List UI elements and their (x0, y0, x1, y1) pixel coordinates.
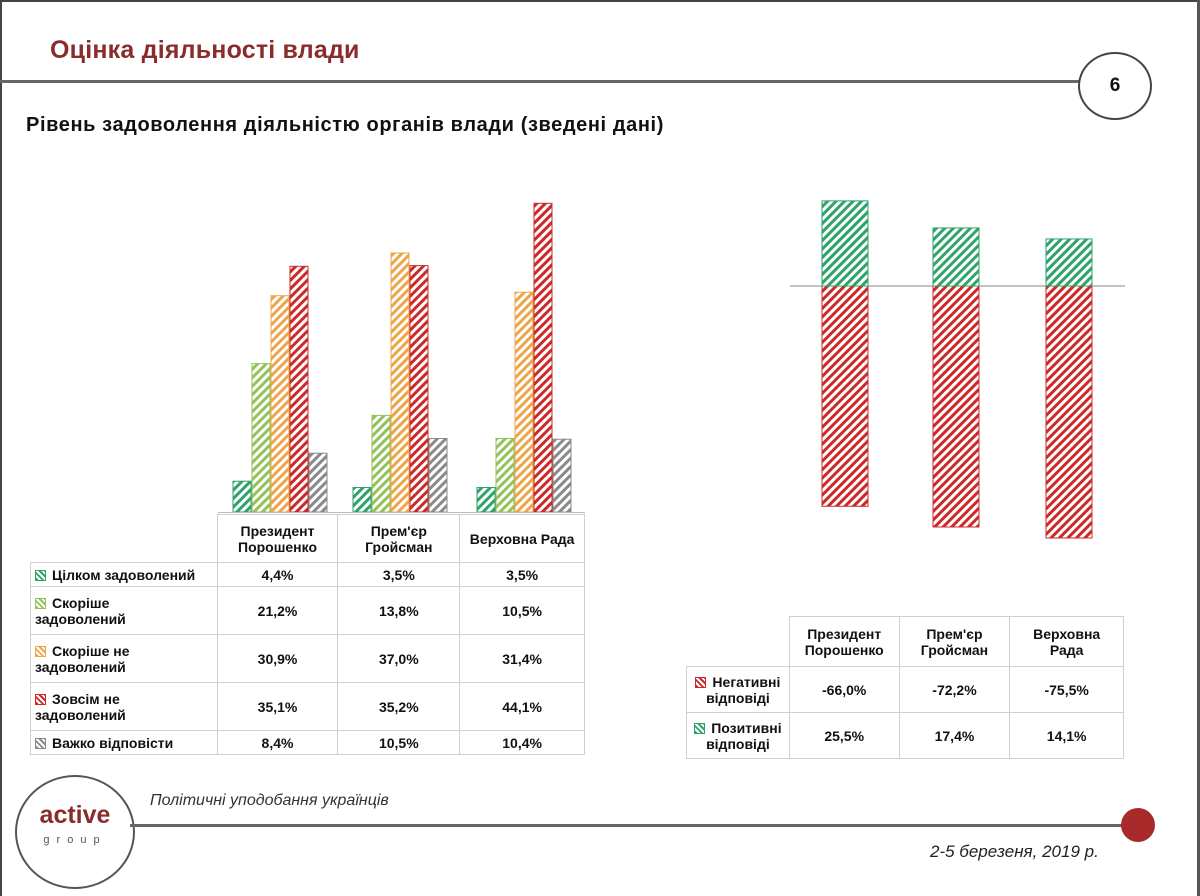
legend-swatch (695, 677, 707, 689)
column-header: Президент Порошенко (788, 616, 900, 667)
balance-data-table: Президент Порошенко Прем'єр Гройсман Верховн… (686, 616, 1124, 759)
value-cell: 44,1% (459, 682, 585, 731)
legend-label-line: Скоріше не (52, 642, 130, 659)
page-number: 6 (1109, 75, 1121, 96)
value-cell: 8,4% (216, 730, 339, 755)
bar-негативні-відповіді-2 (1045, 285, 1093, 539)
value-cell: 21,2% (216, 586, 339, 635)
top-border (0, 0, 1200, 2)
column-header-line: Прем'єр (370, 522, 427, 539)
table-row: Зовсім не задоволений 35,1% 35,2% 44,1% (30, 682, 585, 731)
company-logo: active group (15, 775, 135, 889)
bar-позитивні-відповіді-2 (1045, 238, 1093, 287)
column-header: Прем'єр Гройсман (337, 514, 461, 563)
legend-label-line: Зовсім не (52, 690, 120, 707)
page-number-badge: 6 (1078, 52, 1152, 120)
footer-divider (130, 824, 1130, 827)
survey-date: 2-5 березеня, 2019 р. (930, 842, 1099, 861)
value-cell: 10,4% (459, 730, 585, 755)
legend-label-line: задоволений (35, 658, 126, 675)
legend-label-line: Позитивні (711, 719, 782, 736)
column-header-line: Президент (807, 625, 882, 642)
legend-цілком-задоволений: Цілком задоволений (30, 562, 218, 587)
value-cell: 3,5% (337, 562, 461, 587)
column-header-line: Рада (1049, 641, 1084, 658)
bar-негативні-відповіді-0 (821, 285, 869, 507)
value-cell: 17,4% (898, 712, 1011, 759)
legend-swatch (35, 570, 46, 582)
legend-label-line: Цілком задоволений (52, 566, 196, 583)
footer-dot (1121, 808, 1155, 842)
legend-label-line: задоволений (35, 610, 126, 627)
value-cell: 30,9% (216, 634, 339, 683)
legend-label-line: відповіді (706, 689, 770, 706)
table-row: Скоріше не задоволений 30,9% 37,0% 31,4% (30, 634, 585, 683)
table-corner (687, 617, 790, 667)
legend-label-line: Скоріше (52, 594, 110, 611)
value-cell: 3,5% (459, 562, 585, 587)
right-border (1197, 0, 1200, 896)
table-row: Цілком задоволений 4,4% 3,5% 3,5% (30, 562, 585, 587)
column-header-line: Порошенко (238, 538, 318, 555)
table-row: Важко відповісти 8,4% 10,5% 10,4% (30, 730, 585, 755)
column-header: Президент Порошенко (216, 514, 339, 563)
column-header-line: Прем'єр (926, 625, 983, 642)
legend-swatch (694, 723, 706, 735)
column-header: Прем'єр Гройсман (898, 616, 1011, 667)
left-border (0, 0, 2, 896)
column-header-line: Верховна (1033, 625, 1101, 642)
legend-зовсім-не-задоволений: Зовсім не задоволений (30, 682, 218, 731)
table-header-row: Президент Порошенко Прем'єр Гройсман Верховн… (687, 616, 1124, 667)
table-row: Скоріше задоволений 21,2% 13,8% 10,5% (30, 586, 585, 635)
legend-label-line: Негативні (712, 673, 781, 690)
legend-swatch (35, 598, 46, 610)
bar-позитивні-відповіді-1 (932, 227, 980, 287)
value-cell: -75,5% (1009, 666, 1124, 713)
legend-swatch (35, 646, 46, 658)
legend-swatch (35, 694, 46, 706)
header-divider (0, 80, 1085, 83)
value-cell: 10,5% (459, 586, 585, 635)
table-row: Негативні відповіді -66,0% -72,2% -75,5% (686, 666, 1124, 713)
legend-swatch (35, 738, 46, 750)
column-header: Верховна Рада (1009, 616, 1124, 667)
legend-негативні-відповіді: Негативні відповіді (686, 666, 790, 713)
value-cell: -72,2% (898, 666, 1011, 713)
column-header: Верховна Рада (459, 514, 585, 563)
value-cell: 14,1% (1009, 712, 1124, 759)
bar-негативні-відповіді-1 (932, 285, 980, 528)
satisfaction-data-table: Президент Порошенко Прем'єр Гройсман Верховн… (30, 514, 585, 755)
page-title: Оцінка діяльності влади (50, 36, 360, 64)
column-header-line: Гройсман (365, 538, 433, 555)
bar-позитивні-відповіді-0 (821, 200, 869, 287)
legend-label-line: задоволений (35, 706, 126, 723)
value-cell: 25,5% (788, 712, 900, 759)
legend-важко-відповісти: Важко відповісти (30, 730, 218, 755)
column-header-line: Верховна Рада (469, 530, 575, 547)
table-header-row: Президент Порошенко Прем'єр Гройсман Верховн… (31, 514, 585, 563)
logo-sub-text: group (43, 834, 107, 846)
logo-main-text: active (39, 801, 111, 829)
table-row: Позитивні відповіді 25,5% 17,4% 14,1% (686, 712, 1124, 759)
value-cell: 10,5% (337, 730, 461, 755)
value-cell: -66,0% (788, 666, 900, 713)
legend-label-line: Важко відповісти (52, 734, 174, 751)
chart-subtitle: Рівень задоволення діяльністю органів вл… (26, 114, 664, 136)
footer-caption: Політичні уподобання українців (150, 792, 389, 809)
column-header-line: Порошенко (804, 641, 884, 658)
column-header-line: Президент (240, 522, 315, 539)
legend-label-line: відповіді (706, 735, 770, 752)
column-header-line: Гройсман (920, 641, 989, 658)
legend-позитивні-відповіді: Позитивні відповіді (686, 712, 790, 759)
